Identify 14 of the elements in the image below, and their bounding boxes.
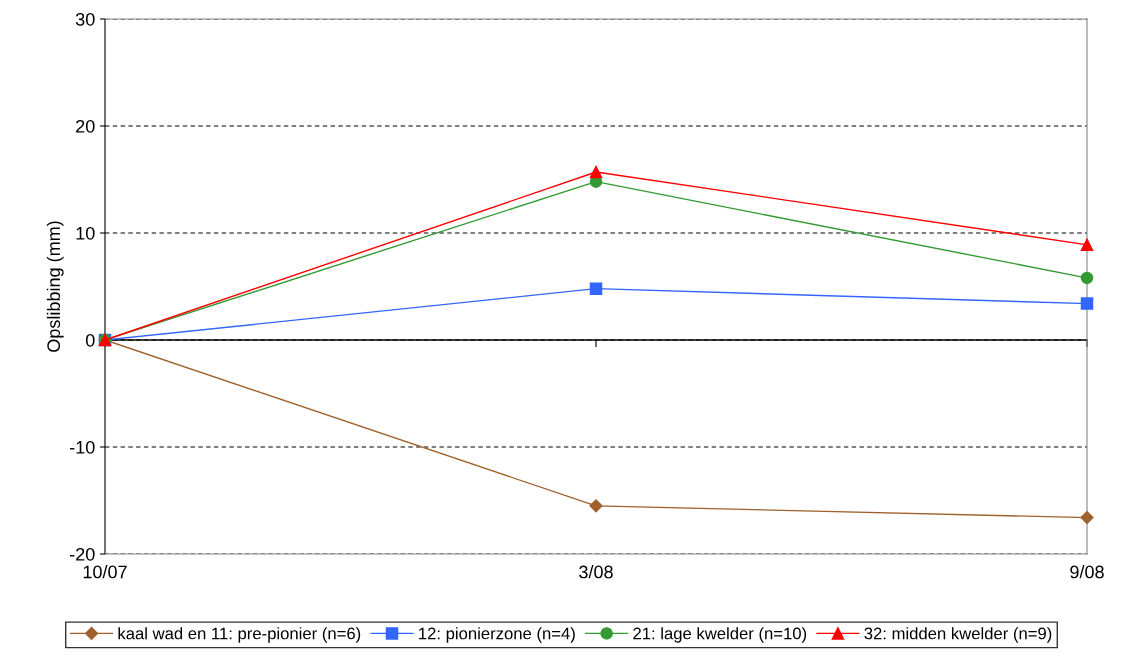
y-tick-label: 10 xyxy=(76,226,95,240)
y-tick-label: -20 xyxy=(69,547,95,561)
y-tick-label: 0 xyxy=(85,333,95,347)
legend-label: kaal wad en 11: pre-pionier (n=6) xyxy=(118,627,361,643)
legend-label: 21: lage kwelder (n=10) xyxy=(633,627,807,643)
y-tick-label: 30 xyxy=(75,12,95,26)
y-tick-label: 20 xyxy=(76,119,95,133)
y-tick-label: -10 xyxy=(69,440,95,454)
y-axis-title: Opslibbing (mm) xyxy=(46,221,64,352)
legend-label: 32: midden kwelder (n=9) xyxy=(864,627,1052,643)
legend-label: 12: pionierzone (n=4) xyxy=(419,627,575,643)
x-tick-label: 9/08 xyxy=(1070,565,1104,579)
x-tick-label: 3/08 xyxy=(579,565,613,579)
x-tick-label: 10/07 xyxy=(83,565,127,579)
